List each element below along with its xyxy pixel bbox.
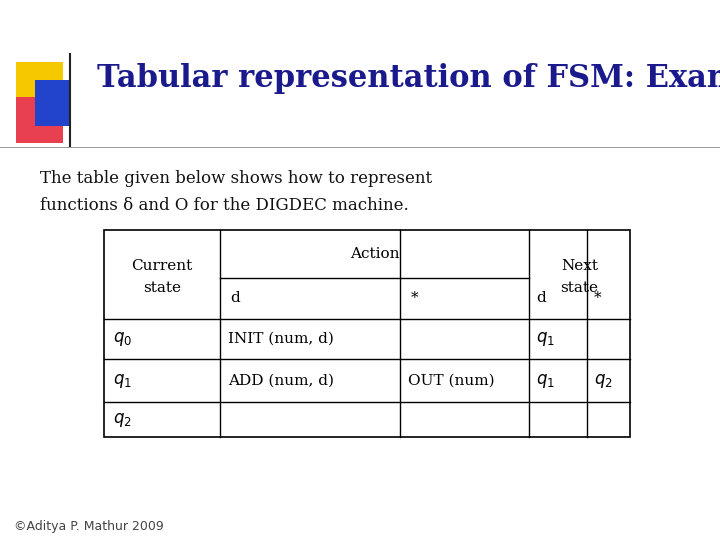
Text: *: * (410, 292, 418, 305)
Text: state: state (561, 281, 598, 294)
Bar (35, 80, 69, 126)
Text: Next: Next (561, 259, 598, 273)
Text: state: state (143, 281, 181, 294)
Bar (104, 230, 630, 437)
Text: $q_0$: $q_0$ (113, 330, 132, 348)
Text: functions δ and O for the DIGDEC machine.: functions δ and O for the DIGDEC machine… (40, 197, 408, 214)
Text: $q_1$: $q_1$ (113, 372, 132, 390)
Text: Tabular representation of FSM: Example: Tabular representation of FSM: Example (97, 63, 720, 94)
Text: d: d (536, 292, 546, 305)
Text: Current: Current (131, 259, 193, 273)
Text: $q_2$: $q_2$ (594, 372, 613, 390)
Bar (16, 62, 63, 108)
Text: ADD (num, d): ADD (num, d) (228, 374, 334, 388)
Bar (16, 97, 63, 143)
Text: $q_1$: $q_1$ (536, 372, 555, 390)
Text: INIT (num, d): INIT (num, d) (228, 332, 334, 346)
Text: *: * (594, 292, 602, 305)
Text: OUT (num): OUT (num) (408, 374, 495, 388)
Text: $q_2$: $q_2$ (113, 411, 132, 429)
Text: Action: Action (350, 247, 399, 261)
Text: The table given below shows how to represent: The table given below shows how to repre… (40, 170, 432, 187)
Text: $q_1$: $q_1$ (536, 330, 555, 348)
Text: d: d (230, 292, 240, 305)
Text: ©Aditya P. Mathur 2009: ©Aditya P. Mathur 2009 (14, 520, 164, 533)
